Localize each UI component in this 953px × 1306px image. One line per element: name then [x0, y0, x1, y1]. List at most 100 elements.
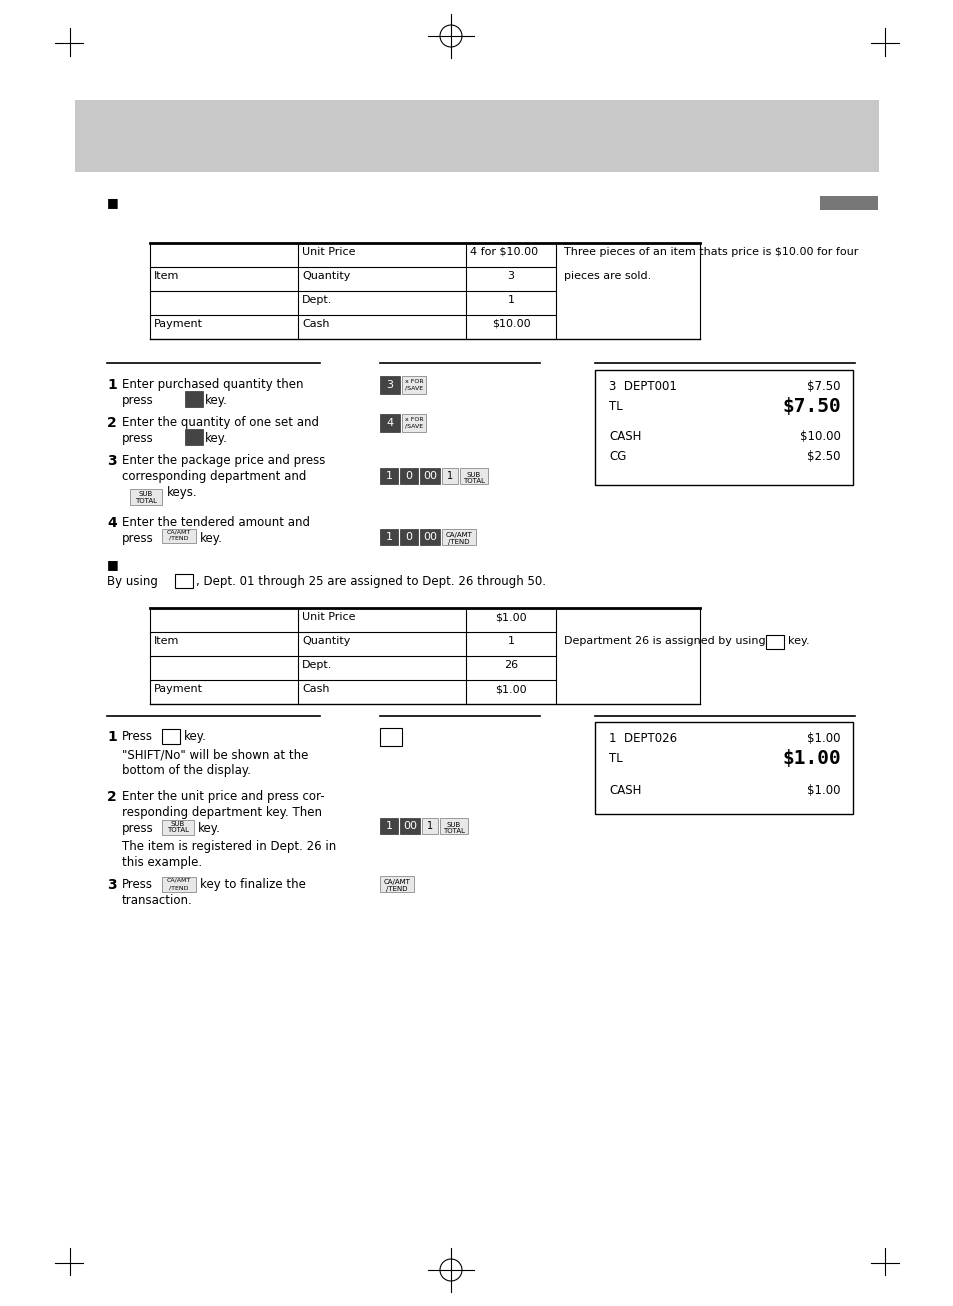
Text: CG: CG [608, 451, 626, 464]
Text: Quantity: Quantity [302, 636, 350, 646]
Bar [162, 820, 193, 835]
Bar [379, 376, 399, 394]
Text: Cash: Cash [302, 319, 329, 329]
Bar [185, 428, 203, 445]
Text: Unit Price: Unit Price [302, 613, 355, 622]
Text: 3  DEPT001: 3 DEPT001 [608, 380, 677, 393]
Text: 26: 26 [503, 660, 517, 670]
Bar [162, 529, 195, 543]
Bar [162, 878, 195, 892]
Text: 1: 1 [427, 821, 433, 831]
Text: $1.00: $1.00 [806, 784, 841, 797]
Text: 2: 2 [107, 790, 116, 804]
Text: 1  DEPT026: 1 DEPT026 [608, 731, 677, 744]
Text: Enter the quantity of one set and: Enter the quantity of one set and [122, 417, 318, 428]
Text: 3: 3 [107, 454, 116, 468]
Text: 1: 1 [507, 295, 514, 306]
Text: key.: key. [205, 394, 228, 407]
Text: this example.: this example. [122, 855, 202, 868]
Text: transaction.: transaction. [122, 895, 193, 906]
Text: 0: 0 [405, 532, 412, 542]
Text: key.: key. [787, 636, 809, 646]
Text: CA/AMT: CA/AMT [167, 530, 191, 535]
Text: ■: ■ [107, 196, 118, 209]
Bar [130, 488, 162, 505]
Text: Enter the tendered amount and: Enter the tendered amount and [122, 516, 310, 529]
Text: press: press [122, 394, 153, 407]
Text: Item: Item [153, 272, 179, 281]
Bar [459, 468, 488, 485]
Text: /TEND: /TEND [386, 885, 407, 892]
Text: $1.00: $1.00 [781, 750, 841, 768]
Text: Three pieces of an item thats price is $10.00 for four: Three pieces of an item thats price is $… [563, 247, 858, 257]
Bar [379, 468, 397, 485]
Text: Press: Press [122, 730, 152, 743]
Text: SUB: SUB [139, 491, 153, 498]
Text: 1: 1 [385, 471, 392, 481]
Bar [399, 529, 417, 545]
Text: $1.00: $1.00 [495, 613, 526, 622]
Bar [765, 635, 783, 649]
Text: $10.00: $10.00 [491, 319, 530, 329]
Bar [441, 529, 476, 545]
Bar [595, 722, 852, 814]
Text: 1: 1 [107, 377, 116, 392]
Text: SUB: SUB [466, 471, 480, 478]
Text: Item: Item [153, 636, 179, 646]
Bar [174, 575, 193, 588]
Text: 1: 1 [507, 636, 514, 646]
Bar [401, 414, 426, 432]
Bar [162, 729, 180, 744]
Text: /TEND: /TEND [169, 535, 189, 541]
Bar [379, 876, 414, 892]
Text: CA/AMT: CA/AMT [167, 878, 191, 883]
Text: By using: By using [107, 575, 157, 588]
Text: 4: 4 [107, 516, 116, 530]
Text: 1: 1 [385, 821, 392, 831]
Text: TOTAL: TOTAL [135, 498, 157, 504]
Text: TL: TL [608, 752, 622, 765]
Bar [419, 529, 439, 545]
Text: key.: key. [205, 432, 228, 445]
Text: "SHIFT/No" will be shown at the: "SHIFT/No" will be shown at the [122, 748, 308, 761]
Text: The item is registered in Dept. 26 in: The item is registered in Dept. 26 in [122, 840, 335, 853]
Text: Enter purchased quantity then: Enter purchased quantity then [122, 377, 303, 390]
Text: 3: 3 [107, 878, 116, 892]
Text: /SAVE: /SAVE [404, 387, 422, 390]
Bar [399, 468, 417, 485]
Text: Payment: Payment [153, 684, 203, 693]
Text: /TEND: /TEND [169, 885, 189, 889]
Text: ■: ■ [107, 558, 118, 571]
Text: Quantity: Quantity [302, 272, 350, 281]
Text: press: press [122, 821, 153, 835]
Text: x FOR: x FOR [404, 417, 423, 422]
Text: 2: 2 [107, 417, 116, 430]
Text: 00: 00 [402, 821, 416, 831]
Text: 00: 00 [422, 471, 436, 481]
Text: responding department key. Then: responding department key. Then [122, 806, 322, 819]
Text: 0: 0 [405, 471, 412, 481]
Text: /TEND: /TEND [448, 539, 469, 545]
Bar [441, 468, 457, 485]
Text: keys.: keys. [167, 486, 197, 499]
Bar [379, 727, 401, 746]
Text: $7.50: $7.50 [781, 397, 841, 417]
Text: $10.00: $10.00 [800, 430, 841, 443]
Bar [379, 414, 399, 432]
Text: TOTAL: TOTAL [167, 827, 189, 833]
Text: 1: 1 [446, 471, 453, 481]
Text: 1: 1 [107, 730, 116, 744]
Text: Enter the package price and press: Enter the package price and press [122, 454, 325, 468]
Text: 1: 1 [385, 532, 392, 542]
Text: press: press [122, 532, 153, 545]
Text: Dept.: Dept. [302, 660, 332, 670]
Text: 3: 3 [507, 272, 514, 281]
Text: bottom of the display.: bottom of the display. [122, 764, 251, 777]
Text: key.: key. [200, 532, 223, 545]
Text: CA/AMT: CA/AMT [445, 532, 472, 538]
Text: CASH: CASH [608, 784, 640, 797]
Text: Cash: Cash [302, 684, 329, 693]
Text: corresponding department and: corresponding department and [122, 470, 306, 483]
Text: Payment: Payment [153, 319, 203, 329]
Bar [820, 196, 877, 210]
